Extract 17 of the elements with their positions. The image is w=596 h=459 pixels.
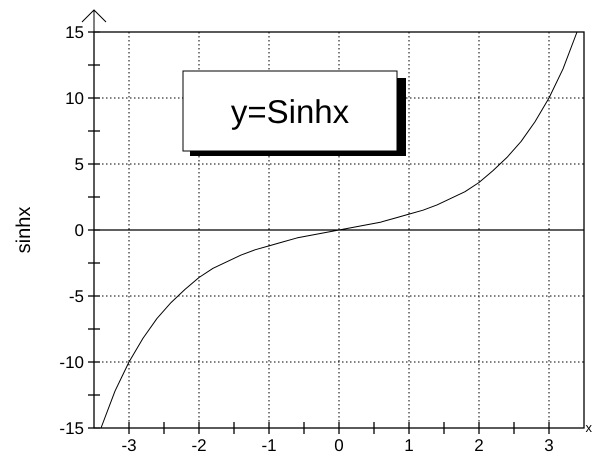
x-tick-label: -1 (261, 436, 277, 455)
y-tick-label: 5 (74, 155, 84, 174)
x-tick-label: 0 (334, 436, 344, 455)
y-tick-label: -15 (59, 419, 84, 438)
y-tick-label: 10 (65, 89, 84, 108)
y-tick-label: 15 (65, 23, 84, 42)
y-tick-label: -10 (59, 353, 84, 372)
x-tick-label: 3 (544, 436, 554, 455)
y-axis-title: sinhx (13, 206, 35, 254)
x-axis-title: x (586, 420, 592, 435)
x-tick-label: -2 (191, 436, 207, 455)
x-tick-label: 2 (474, 436, 484, 455)
x-tick-label: 1 (404, 436, 414, 455)
annotation: y=Sinhx (230, 93, 350, 130)
y-tick-label: -5 (68, 287, 84, 306)
x-tick-label: -3 (121, 436, 137, 455)
y-tick-label: 0 (74, 221, 84, 240)
